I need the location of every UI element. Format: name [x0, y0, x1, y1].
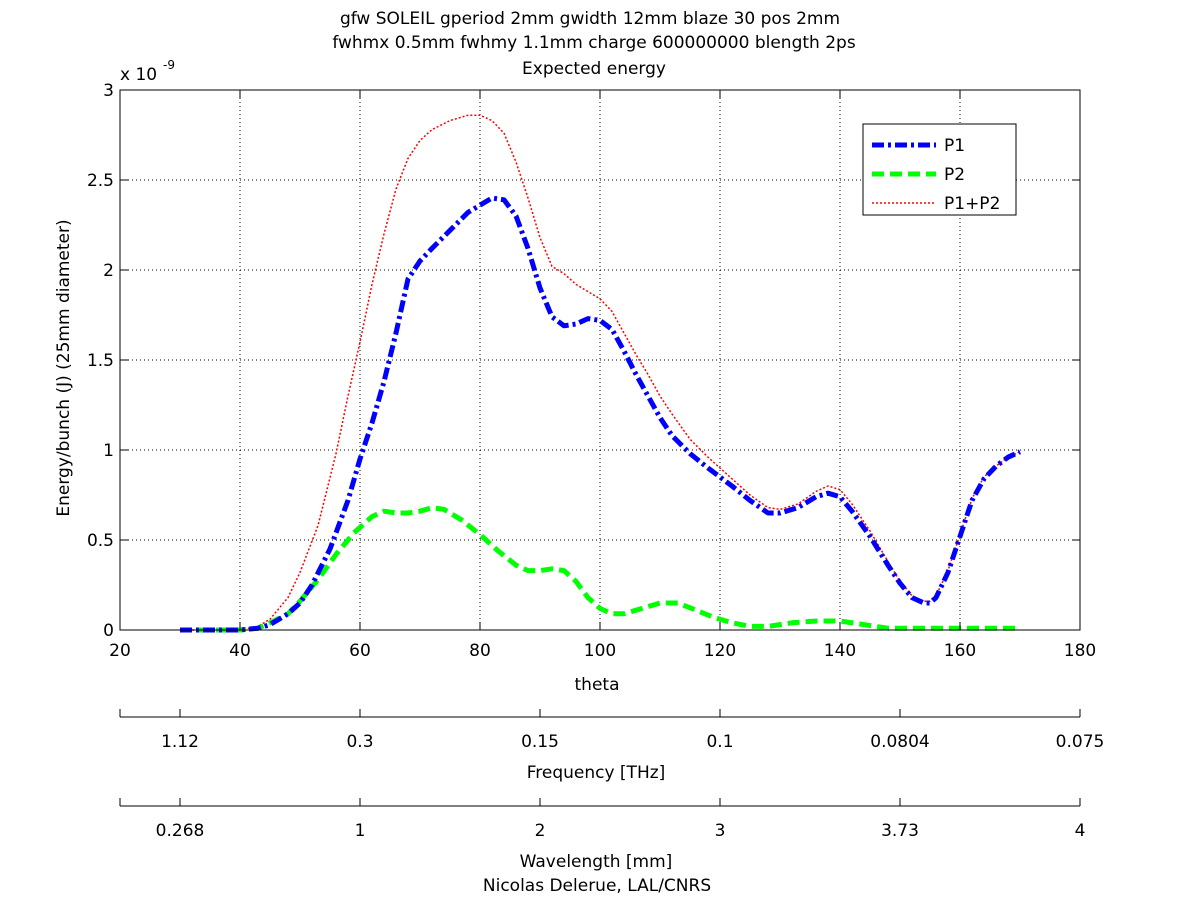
- tick-label: 0.075: [1056, 732, 1105, 752]
- title-line-2: fwhmx 0.5mm fwhmy 1.1mm charge 600000000…: [332, 33, 856, 53]
- series-line-p1-p2: [180, 114, 1021, 631]
- x-tick-label: 120: [704, 641, 736, 661]
- legend-label: P2: [944, 165, 965, 185]
- x-tick-label: 60: [349, 641, 371, 661]
- series-line-p1: [180, 195, 1022, 633]
- tick-label: 3.73: [881, 821, 919, 841]
- x-ticks: 20 40 60 80 100 120 140 160 180: [109, 90, 1096, 661]
- y-tick-label: 1: [103, 441, 114, 461]
- y-tick-label: 1.5: [87, 351, 114, 371]
- y-tick-label: 2.5: [87, 171, 114, 191]
- wavelength-axis: 0.268 1 2 3 3.73 4: [119, 798, 1086, 841]
- y-tick-label: 0.5: [87, 531, 114, 551]
- x-tick-label: 20: [109, 641, 131, 661]
- title-line-3: Expected energy: [522, 59, 666, 79]
- tick-label: 0.3: [346, 732, 373, 752]
- title-line-1: gfw SOLEIL gperiod 2mm gwidth 12mm blaze…: [340, 9, 840, 29]
- y-tick-label: 3: [103, 81, 114, 101]
- tick-label: 4: [1075, 821, 1086, 841]
- y-exponent: x 10 -9: [120, 58, 175, 85]
- tick-label: 3: [715, 821, 726, 841]
- x-tick-label: 80: [469, 641, 491, 661]
- legend: P1 P2 P1+P2: [862, 123, 1017, 216]
- legend-box: [862, 123, 1017, 216]
- y-exponent-power: -9: [163, 58, 175, 72]
- tick-label: 2: [535, 821, 546, 841]
- x-axis-label: theta: [575, 675, 620, 695]
- x-tick-label: 100: [584, 641, 616, 661]
- y-ticks: 0 0.5 1 1.5 2 2.5 3: [87, 81, 1080, 641]
- y-tick-label: 0: [103, 621, 114, 641]
- frequency-axis-label: Frequency [THz]: [527, 763, 666, 783]
- legend-label: P1+P2: [944, 194, 1000, 214]
- grid: [120, 90, 1080, 630]
- tick-label: 0.1: [706, 732, 733, 752]
- tick-label: 1.12: [161, 732, 199, 752]
- tick-label: 0.15: [521, 732, 559, 752]
- series-layer: [180, 114, 1022, 633]
- x-tick-label: 180: [1064, 641, 1096, 661]
- credit-text: Nicolas Delerue, LAL/CNRS: [483, 876, 711, 896]
- tick-label: 1: [355, 821, 366, 841]
- tick-label: 0.0804: [870, 732, 929, 752]
- y-axis-label: Energy/bunch (J) (25mm diameter): [54, 219, 74, 516]
- y-tick-label: 2: [103, 261, 114, 281]
- tick-label: 0.268: [156, 821, 205, 841]
- wavelength-axis-label: Wavelength [mm]: [520, 852, 673, 872]
- legend-label: P1: [944, 136, 965, 156]
- frequency-axis: 1.12 0.3 0.15 0.1 0.0804 0.075: [119, 709, 1105, 752]
- chart-title: gfw SOLEIL gperiod 2mm gwidth 12mm blaze…: [332, 9, 856, 79]
- x-tick-label: 140: [824, 641, 856, 661]
- x-tick-label: 160: [944, 641, 976, 661]
- y-exponent-base: x 10: [120, 65, 157, 85]
- x-tick-label: 40: [229, 641, 251, 661]
